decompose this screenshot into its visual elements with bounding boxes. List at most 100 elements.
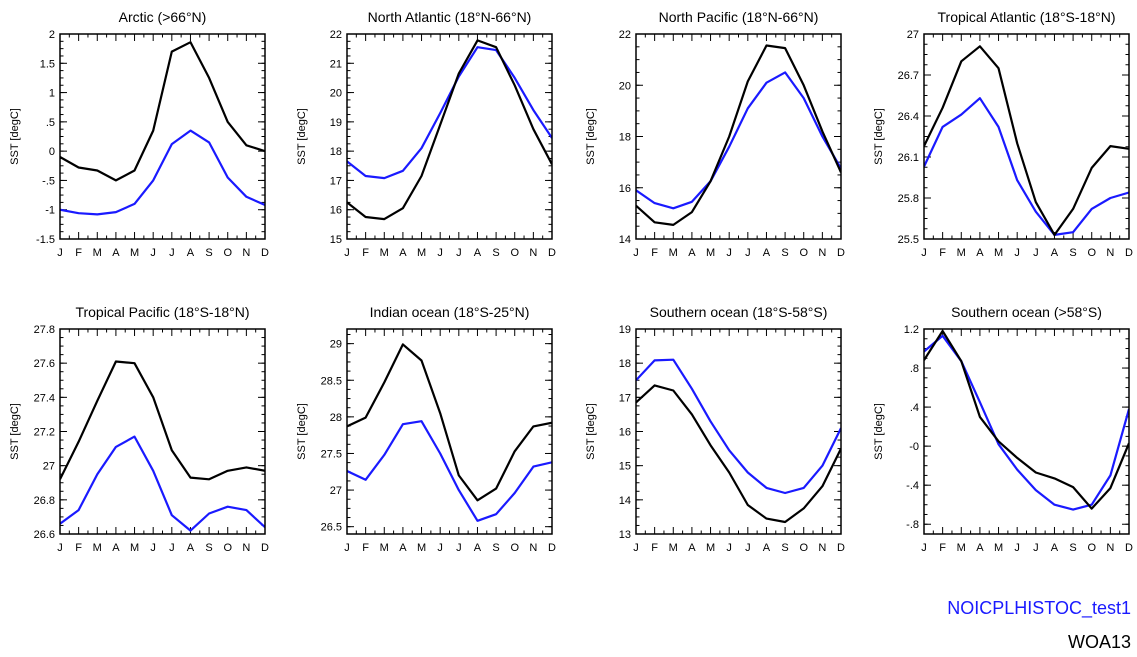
- x-tick-label: M: [669, 542, 678, 554]
- y-tick-label: 20: [330, 88, 342, 100]
- y-tick-label: 27: [907, 29, 919, 41]
- plot-frame: [59, 328, 266, 535]
- y-tick-label: 17: [619, 392, 631, 404]
- plot-frame: [346, 328, 553, 535]
- x-tick-label: J: [437, 542, 443, 554]
- panel-7: Southern ocean (18°S-58°S)SST [degC]J F M A…: [585, 304, 845, 554]
- y-tick-label: -.5: [42, 175, 55, 187]
- x-tick-label: O: [223, 247, 232, 259]
- x-tick-label: D: [837, 542, 845, 554]
- series-line-obs: [347, 39, 552, 221]
- panel-title: Arctic (>66°N): [119, 9, 207, 25]
- x-tick-label: J: [57, 542, 63, 554]
- x-tick-label: O: [510, 247, 519, 259]
- y-axis-label: SST [degC]: [585, 108, 597, 165]
- panel-title: Tropical Atlantic (18°S-18°N): [938, 9, 1116, 25]
- y-axis-label: SST [degC]: [873, 403, 885, 460]
- y-tick-label: -.8: [906, 519, 919, 531]
- y-tick-label: 14: [619, 234, 631, 246]
- x-tick-label: F: [362, 247, 369, 259]
- x-tick-label: A: [763, 542, 771, 554]
- series-line-obs: [924, 45, 1129, 236]
- series-line-obs: [347, 343, 552, 502]
- x-tick-label: D: [548, 247, 556, 259]
- x-tick-label: S: [781, 247, 788, 259]
- x-tick-label: A: [976, 247, 984, 259]
- panel-title: Southern ocean (>58°S): [951, 304, 1102, 320]
- series-line-model: [636, 358, 841, 495]
- x-tick-label: M: [669, 247, 678, 259]
- x-tick-label: A: [187, 247, 195, 259]
- x-tick-label: A: [187, 542, 195, 554]
- panel-title: Indian ocean (18°S-25°N): [370, 304, 530, 320]
- y-tick-label: 13: [619, 529, 631, 541]
- legend-obs-label: WOA13: [1067, 632, 1131, 652]
- x-tick-label: J: [633, 542, 639, 554]
- x-tick-label: F: [75, 247, 82, 259]
- x-tick-label: M: [957, 542, 966, 554]
- x-tick-label: M: [93, 542, 102, 554]
- x-tick-label: A: [112, 247, 120, 259]
- y-tick-label: 18: [619, 358, 631, 370]
- x-tick-label: O: [223, 542, 232, 554]
- panel-title: North Pacific (18°N-66°N): [659, 9, 819, 25]
- x-tick-label: S: [205, 542, 212, 554]
- y-tick-label: 26.5: [321, 522, 342, 534]
- x-tick-label: N: [818, 542, 826, 554]
- y-tick-label: 16: [330, 205, 342, 217]
- x-tick-label: F: [362, 542, 369, 554]
- y-tick-label: 28: [330, 412, 342, 424]
- panel-2: North Atlantic (18°N-66°N)SST [degC]J F M A…: [296, 9, 556, 259]
- x-tick-label: J: [726, 247, 732, 259]
- y-tick-label: 0: [49, 146, 55, 158]
- x-tick-label: A: [763, 247, 771, 259]
- y-axis-label: SST [degC]: [9, 108, 21, 165]
- panel-3: North Pacific (18°N-66°N)SST [degC]J F M A M…: [585, 9, 845, 259]
- x-tick-label: A: [1051, 542, 1059, 554]
- y-tick-label: 1: [49, 88, 55, 100]
- series-line-model: [60, 435, 265, 532]
- x-tick-label: A: [688, 247, 696, 259]
- y-tick-label: 27.2: [34, 427, 55, 439]
- x-tick-label: N: [242, 542, 250, 554]
- x-tick-label: J: [437, 247, 443, 259]
- x-tick-label: N: [1106, 247, 1114, 259]
- y-tick-label: 25.8: [898, 193, 919, 205]
- x-tick-label: S: [205, 247, 212, 259]
- x-tick-label: J: [1033, 247, 1039, 259]
- x-tick-label: M: [706, 542, 715, 554]
- panel-title: North Atlantic (18°N-66°N): [368, 9, 532, 25]
- x-tick-label: A: [474, 542, 482, 554]
- y-axis-label: SST [degC]: [296, 108, 308, 165]
- series-line-model: [347, 46, 552, 180]
- legend-model-label: NOICPLHISTOC_test1: [947, 598, 1131, 618]
- x-tick-label: S: [1069, 542, 1076, 554]
- y-tick-label: 28.5: [321, 375, 342, 387]
- panel-5: Tropical Pacific (18°S-18°N)SST [degC]J F…: [9, 304, 269, 554]
- y-tick-label: 15: [619, 461, 631, 473]
- x-tick-label: A: [399, 247, 407, 259]
- y-tick-label: 15: [330, 234, 342, 246]
- y-tick-label: -.4: [906, 480, 919, 492]
- y-tick-label: 26.1: [898, 152, 919, 164]
- x-tick-label: M: [130, 542, 139, 554]
- y-tick-label: -1.5: [36, 234, 55, 246]
- x-tick-label: J: [745, 542, 751, 554]
- y-tick-label: 20: [619, 80, 631, 92]
- x-tick-label: M: [130, 247, 139, 259]
- x-tick-label: J: [1014, 247, 1020, 259]
- x-tick-label: D: [261, 542, 269, 554]
- plot-frame: [635, 33, 842, 240]
- y-tick-label: 22: [330, 29, 342, 41]
- series-line-obs: [60, 41, 265, 182]
- series-line-model: [924, 334, 1129, 511]
- y-tick-label: 21: [330, 58, 342, 70]
- x-tick-label: J: [633, 247, 639, 259]
- series-line-obs: [60, 360, 265, 481]
- x-tick-label: M: [706, 247, 715, 259]
- x-tick-label: J: [456, 542, 462, 554]
- y-axis-label: SST [degC]: [585, 403, 597, 460]
- y-tick-label: 25.5: [898, 234, 919, 246]
- y-tick-label: 27.4: [34, 392, 55, 404]
- panel-title: Southern ocean (18°S-58°S): [650, 304, 828, 320]
